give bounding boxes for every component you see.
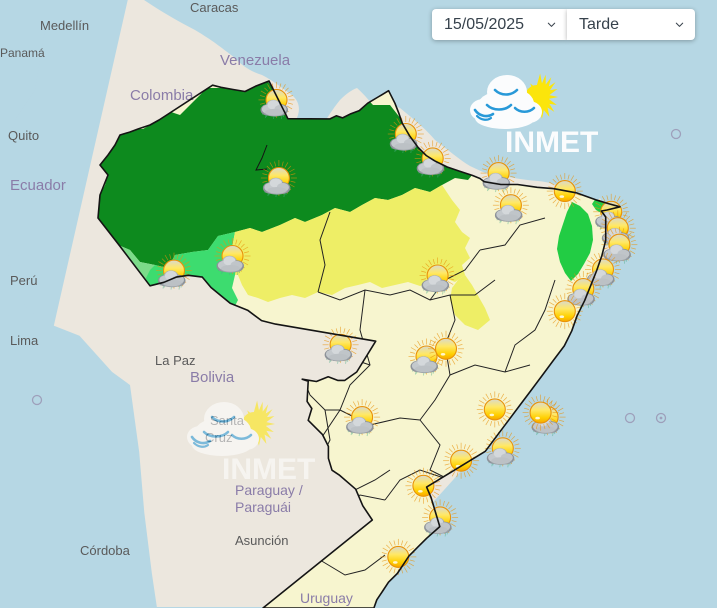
svg-text:Colombia: Colombia <box>130 87 194 104</box>
svg-text:Medellín: Medellín <box>40 18 89 33</box>
svg-text:Ecuador: Ecuador <box>10 177 66 194</box>
svg-text:Lima: Lima <box>10 333 39 348</box>
svg-text:Caracas: Caracas <box>190 0 239 15</box>
svg-text:Córdoba: Córdoba <box>80 543 131 558</box>
svg-text:La Paz: La Paz <box>155 353 195 368</box>
svg-text:Uruguay: Uruguay <box>300 590 353 606</box>
svg-text:Asunción: Asunción <box>235 533 288 548</box>
svg-text:Panamá: Panamá <box>0 46 45 60</box>
svg-text:Bolivia: Bolivia <box>190 369 235 386</box>
svg-text:Venezuela: Venezuela <box>220 52 291 69</box>
svg-text:Perú: Perú <box>10 273 37 288</box>
svg-text:Quito: Quito <box>8 128 39 143</box>
svg-text:Paraguái: Paraguái <box>235 499 291 515</box>
